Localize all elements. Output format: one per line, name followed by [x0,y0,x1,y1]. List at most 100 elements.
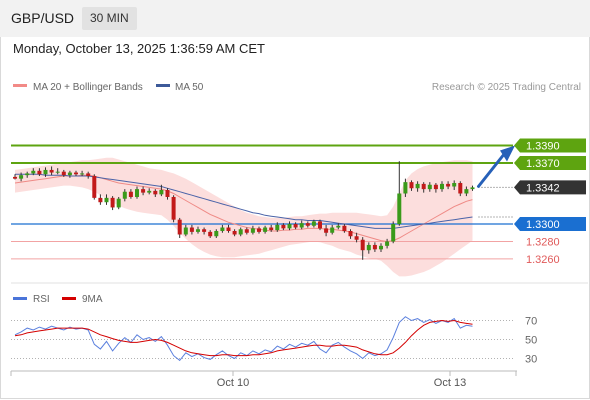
candle-down [141,189,146,193]
candle-down [98,197,103,203]
projection-arrowhead [500,145,515,162]
rsi-tick-label: 70 [525,316,537,328]
candle-up [263,227,268,232]
candle-down [433,184,438,190]
symbol-label: GBP/USD [11,10,75,26]
candle-down [171,196,176,220]
header-bar: GBP/USD 30 MIN [0,0,590,37]
candle-down [421,183,426,190]
rsi-line [14,316,473,362]
candle-up [214,231,219,237]
ma20-line [14,174,473,243]
candle-up [80,173,85,175]
candle-up [287,224,292,229]
candle-down [372,244,377,250]
candle-down [208,231,213,237]
candle-up [147,190,152,193]
candle-up [311,221,316,226]
x-tick-label: Oct 13 [434,377,466,389]
projection-arrow [477,154,505,188]
candle-down [318,221,322,229]
bollinger-band [15,157,473,277]
candle-up [31,170,36,174]
candle-up [250,228,255,233]
legend-9ma-label: 9MA [82,294,103,305]
ma50-line [15,173,473,229]
candle-down [165,189,170,197]
datetime-label: Monday, October 13, 2025 1:36:59 AM CET [13,41,265,56]
candle-down [281,224,286,229]
candle-down [92,176,97,198]
candle-down [110,197,115,208]
candle-down [61,171,66,176]
candle-up [366,244,371,251]
candle-up [440,183,444,190]
candle-down [37,170,42,175]
legend-swatch-9ma [62,297,76,300]
level-tag [514,138,586,153]
candle-down [269,227,274,231]
last-price-label: 1.3342 [526,182,560,194]
candle-up [43,169,48,175]
legend-swatch-rsi [13,297,27,300]
rsi-tick-label: 30 [525,354,537,366]
candle-up [19,175,24,179]
candle-down [153,190,158,195]
candle-up [67,172,72,176]
rsi-9ma-line [14,319,473,357]
candle-down [189,227,194,232]
candle-down [128,191,133,197]
support-label: 1.3280 [526,236,560,248]
candle-down [305,223,310,226]
pivot-label: 1.3300 [526,219,560,231]
support-label: 1.3260 [526,254,560,266]
candle-down [86,173,91,177]
candle-down [458,183,463,194]
rsi-tick-label: 50 [525,335,537,347]
candle-up [135,189,139,197]
candle-up [159,189,164,195]
candle-down [354,236,359,240]
candle-up [403,182,408,194]
resistance-label: 1.3390 [526,141,560,153]
candle-up [452,183,457,187]
candle-up [336,225,341,228]
source-note: Research © 2025 Trading Central [432,82,581,93]
candle-up [104,197,109,203]
candle-down [177,219,182,235]
candle-up [183,227,188,235]
level-tag [514,180,586,195]
legend-rsi-label: RSI [33,294,50,305]
candle-up [379,245,383,250]
x-tick-label: Oct 10 [217,377,249,389]
candle-down [226,227,231,232]
candle-down [13,176,17,179]
candle-down [202,229,207,232]
candle-up [415,183,420,189]
candle-up [470,187,475,190]
candle-down [257,228,261,232]
resistance-label: 1.3370 [526,158,560,170]
candle-down [49,169,54,173]
candle-down [342,225,347,232]
legend-swatch-ma20 [13,84,27,87]
candle-down [74,172,78,175]
candle-up [275,224,280,231]
candle-up [397,193,402,225]
candle-down [409,182,414,189]
candle-down [360,239,365,251]
candle-up [122,191,127,199]
candle-up [464,189,469,194]
candle-down [348,231,353,237]
legend-ma50-label: MA 50 [175,82,204,93]
candle-down [293,224,298,228]
candle-up [238,229,243,235]
candle-up [196,229,200,232]
candle-down [244,229,249,233]
candle-up [55,171,60,173]
timeframe-button[interactable]: 30 MIN [82,7,137,30]
candle-up [220,227,225,232]
candle-up [25,173,30,176]
candle-down [324,228,329,233]
